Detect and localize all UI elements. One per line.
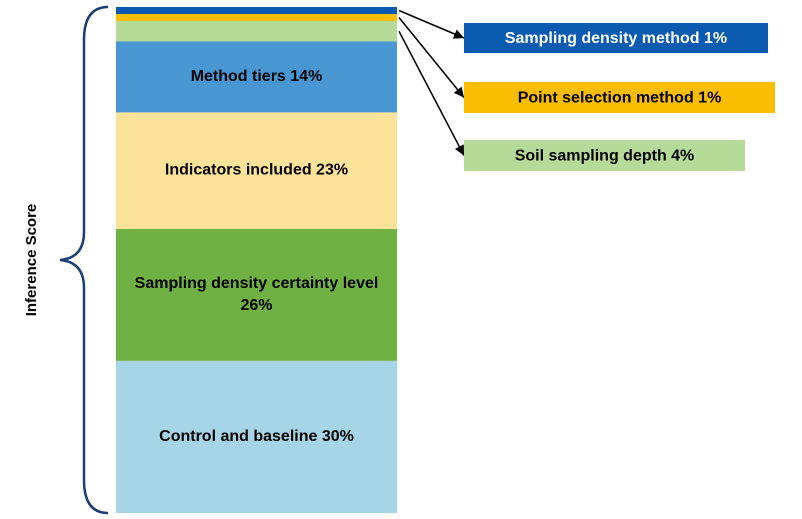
- segment-label-control-and-baseline: Control and baseline 30%: [159, 428, 354, 445]
- callout-arrow-sampling-density-method: [398, 9, 465, 39]
- callout-arrowhead-soil-sampling-depth: [454, 144, 464, 156]
- bar-segment-control-and-baseline: [116, 360, 397, 513]
- callouts: Sampling density method 1% Point selectio…: [398, 9, 775, 171]
- bar-segment-point-selection-method: [116, 14, 397, 21]
- callout-label-soil-sampling-depth: Soil sampling depth 4%: [515, 148, 695, 165]
- inference-score-brace: Inference Score: [23, 5, 109, 515]
- bar-segment-sampling-density-method: [116, 7, 397, 14]
- callout-arrowhead-point-selection-method: [453, 86, 464, 98]
- bar-segments: Method tiers 14% Indicators included 23% S…: [116, 7, 397, 513]
- callout-arrow-soil-sampling-depth: [398, 30, 465, 156]
- callout-arrow-point-selection-method: [398, 17, 465, 98]
- bar-segment-method-tiers: [116, 41, 397, 113]
- callout-label-sampling-density-method: Sampling density method 1%: [505, 30, 727, 47]
- callout-label-point-selection-method: Point selection method 1%: [518, 90, 722, 107]
- callout-box-point-selection-method: [464, 82, 775, 113]
- bar-segment-sampling-density-certainty-level: [116, 229, 397, 361]
- brace-path: [59, 5, 109, 515]
- callout-box-sampling-density-method: [464, 23, 768, 53]
- axis-label: Inference Score: [23, 204, 40, 317]
- bar-segment-indicators-included: [116, 112, 397, 230]
- segment-label-indicators-included: Indicators included 23%: [165, 162, 348, 179]
- callout-box-soil-sampling-depth: [464, 140, 745, 171]
- bar-segment-soil-sampling-depth: [116, 21, 397, 42]
- segment-label-method-tiers: Method tiers 14%: [191, 68, 323, 85]
- callout-arrowhead-sampling-density-method: [452, 29, 464, 39]
- segment-label-sampling-density-certainty-level: Sampling density certainty level 26%: [135, 275, 379, 314]
